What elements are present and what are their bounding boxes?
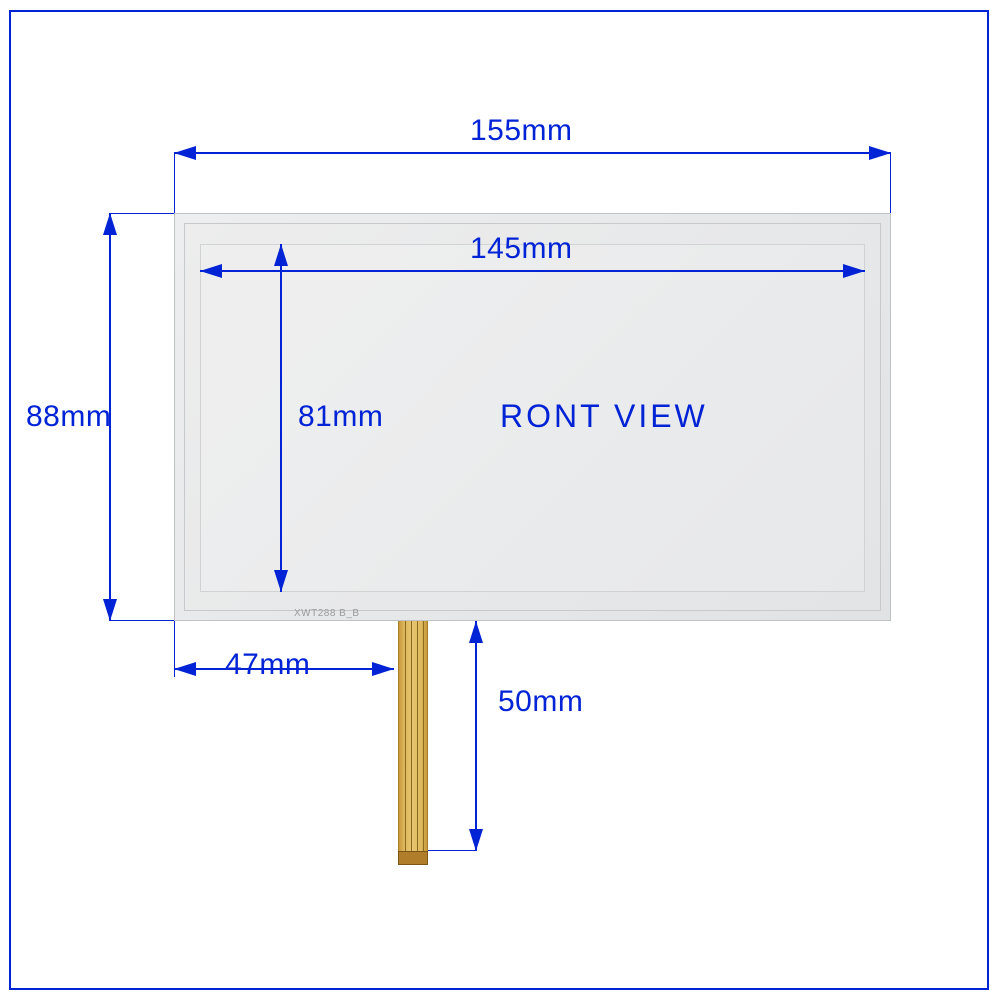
dimension-label-outer_width: 155mm: [470, 114, 573, 148]
arrowhead-left-icon: [174, 662, 196, 676]
extension-line: [428, 850, 476, 851]
ribbon-trace: [405, 621, 406, 851]
extension-line: [174, 621, 175, 677]
arrowhead-left-icon: [200, 264, 222, 278]
arrowhead-up-icon: [274, 244, 288, 266]
arrowhead-down-icon: [103, 599, 117, 621]
extension-line: [109, 213, 174, 214]
diagram-canvas: 155mm 145mm 88mm 81mm 47mm 50mm RONT VIEW XWT…: [0, 0, 1000, 1000]
pcb-print-text: XWT288 B_B: [294, 608, 360, 619]
ribbon-trace: [423, 621, 424, 851]
ribbon-cable: [398, 621, 428, 851]
dimension-line-outer_width: [174, 152, 891, 154]
view-label: RONT VIEW: [500, 398, 708, 435]
ribbon-trace: [417, 621, 418, 851]
arrowhead-up-icon: [103, 213, 117, 235]
extension-line: [109, 620, 174, 621]
dimension-label-cable_length: 50mm: [498, 685, 583, 719]
dimension-label-inner_width: 145mm: [470, 232, 573, 266]
arrowhead-right-icon: [372, 662, 394, 676]
dimension-label-inner_height: 81mm: [298, 400, 383, 434]
extension-line: [890, 152, 891, 213]
dimension-line-inner_height: [280, 244, 282, 592]
ribbon-connector-tip: [398, 851, 428, 865]
dimension-line-cable_length: [475, 621, 477, 851]
extension-line: [174, 152, 175, 213]
arrowhead-down-icon: [469, 829, 483, 851]
dimension-label-cable_offset: 47mm: [225, 648, 310, 682]
ribbon-trace: [411, 621, 412, 851]
arrowhead-left-icon: [174, 146, 196, 160]
dimension-label-outer_height: 88mm: [26, 400, 111, 434]
arrowhead-down-icon: [274, 570, 288, 592]
arrowhead-right-icon: [869, 146, 891, 160]
arrowhead-up-icon: [469, 621, 483, 643]
dimension-line-inner_width: [200, 270, 865, 272]
arrowhead-right-icon: [843, 264, 865, 278]
